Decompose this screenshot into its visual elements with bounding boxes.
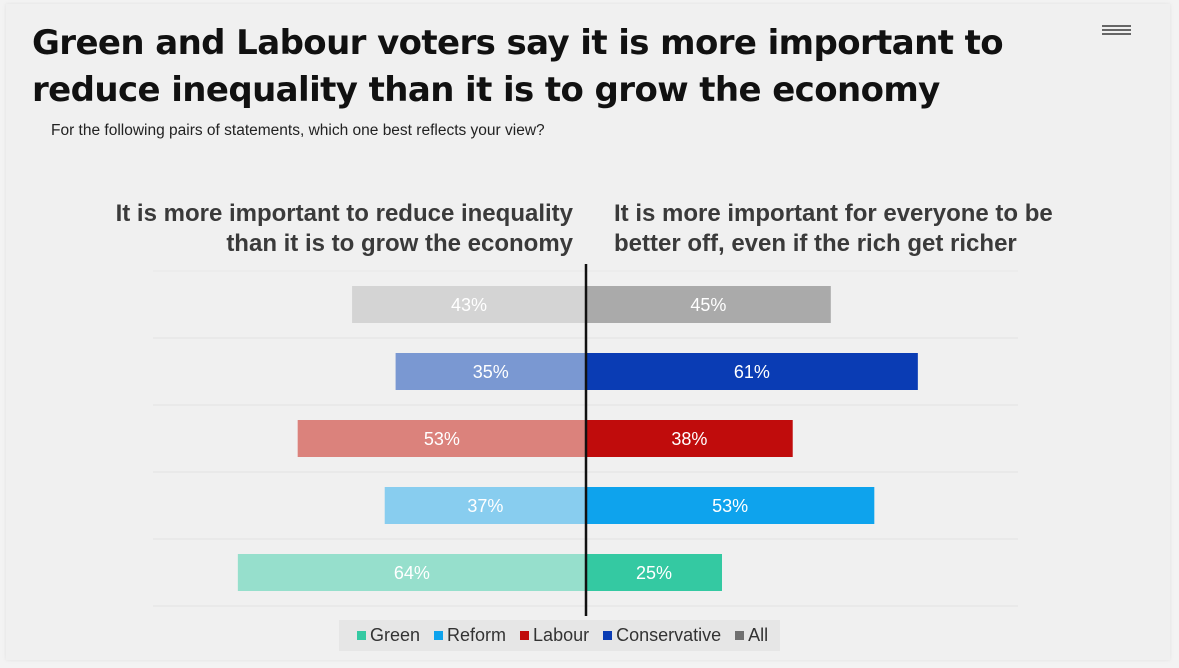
data-label-left-green: 64% <box>394 563 430 583</box>
data-label-right-labour: 38% <box>671 429 707 449</box>
chart-title: Green and Labour voters say it is more i… <box>32 23 1004 110</box>
bar-right-conservative[interactable] <box>586 353 918 390</box>
data-label-right-all: 45% <box>690 295 726 315</box>
data-label-left-all: 43% <box>451 295 487 315</box>
bar-right-all[interactable] <box>586 286 831 323</box>
bar-left-conservative[interactable] <box>395 353 586 390</box>
legend-label: Green <box>370 625 421 645</box>
bar-left-reform[interactable] <box>384 487 586 524</box>
hamburger-menu-icon[interactable] <box>1102 25 1132 39</box>
legend-swatch <box>434 631 444 640</box>
data-label-right-conservative: 61% <box>734 362 770 382</box>
bar-right-labour[interactable] <box>586 420 793 457</box>
left-statement-line: It is more important to reduce inequalit… <box>115 200 573 227</box>
bar-left-green[interactable] <box>237 554 586 591</box>
data-label-left-reform: 37% <box>467 496 503 516</box>
chart-card <box>6 4 1170 660</box>
chart-legend: Green Reform Labour Conservative All <box>339 620 781 651</box>
bar-left-all[interactable] <box>352 286 586 323</box>
data-label-right-reform: 53% <box>712 496 748 516</box>
bar-right-green[interactable] <box>586 554 722 591</box>
legend-label: Reform <box>447 625 507 645</box>
legend-swatch <box>520 631 530 640</box>
data-label-left-labour: 53% <box>424 429 460 449</box>
bar-left-labour[interactable] <box>297 420 586 457</box>
legend-swatch <box>357 631 366 640</box>
left-statement-line: than it is to grow the economy <box>226 230 573 257</box>
legend-item-conservative[interactable]: Conservative <box>603 625 721 646</box>
legend-item-green[interactable]: Green <box>357 625 420 646</box>
legend-swatch <box>603 631 613 640</box>
left-statement: It is more important to reduce inequalit… <box>116 199 573 259</box>
legend-swatch <box>735 631 745 640</box>
legend-item-labour[interactable]: Labour <box>520 625 589 646</box>
right-statement: It is more important for everyone to be … <box>614 199 1053 259</box>
right-statement-line: better off, even if the rich get richer <box>614 230 1017 257</box>
chart-subtitle: For the following pairs of statements, w… <box>51 122 545 139</box>
right-statement-line: It is more important for everyone to be <box>614 200 1053 227</box>
legend-item-reform[interactable]: Reform <box>434 625 506 646</box>
legend-label: Conservative <box>616 625 722 645</box>
data-label-right-green: 25% <box>636 563 672 583</box>
bar-right-reform[interactable] <box>586 487 875 524</box>
legend-label: Labour <box>533 625 590 645</box>
legend-item-all[interactable]: All <box>735 625 768 646</box>
legend-label: All <box>748 625 769 645</box>
data-label-left-conservative: 35% <box>473 362 509 382</box>
